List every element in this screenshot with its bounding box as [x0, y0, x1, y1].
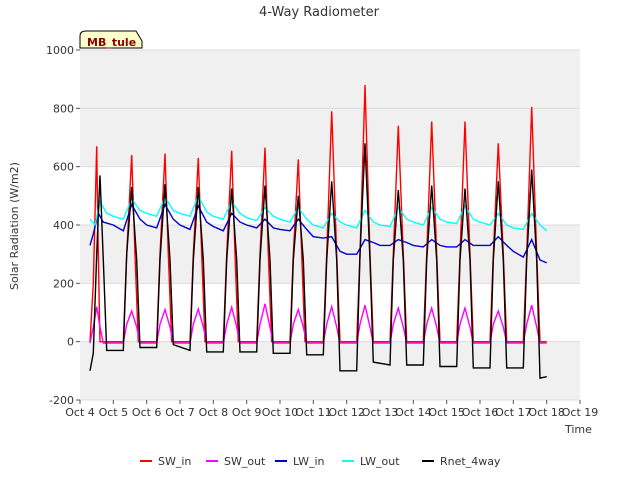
y-tick-label: 0 — [67, 336, 74, 349]
series-line-LW_in — [89, 202, 547, 264]
y-axis-label: Solar Radiation (W/m2) — [8, 162, 21, 290]
x-tick-label: Oct 17 — [495, 406, 532, 419]
x-tick-label: Oct 5 — [99, 406, 129, 419]
x-tick-label: Oct 18 — [528, 406, 565, 419]
grid-band — [80, 50, 580, 109]
x-tick-label: Oct 7 — [165, 406, 195, 419]
chart-title: 4-Way Radiometer — [259, 5, 380, 20]
x-tick-label: Oct 12 — [328, 406, 365, 419]
grid — [80, 49, 580, 401]
x-tick-label: Oct 13 — [362, 406, 399, 419]
y-tick-label: 600 — [53, 161, 74, 174]
legend-label-LW_in: LW_in — [293, 455, 325, 468]
grid-band — [80, 225, 580, 284]
y-tick-label: -200 — [49, 394, 74, 407]
series-line-Rnet_4way — [89, 143, 547, 379]
badge-label: MB_tule — [87, 36, 136, 49]
x-tick-label: Oct 6 — [132, 406, 162, 419]
station-badge: MB_tule — [79, 30, 143, 49]
series-line-LW_out — [89, 194, 548, 232]
legend: SW_in SW_out LW_in LW_out Rnet_4way — [140, 455, 501, 468]
x-tick-label: Oct 15 — [428, 406, 465, 419]
y-tick-label: 200 — [53, 277, 74, 290]
x-tick-label: Oct 14 — [395, 406, 432, 419]
y-tick-label: 1000 — [46, 44, 74, 57]
x-tick-label: Oct 10 — [262, 406, 299, 419]
x-tick-label: Oct 8 — [199, 406, 229, 419]
legend-label-SW_out: SW_out — [224, 455, 266, 468]
y-tick-label: 800 — [53, 102, 74, 115]
y-tick-label: 400 — [53, 219, 74, 232]
x-tick-label: Oct 16 — [462, 406, 499, 419]
x-tick-label: Oct 19 — [562, 406, 599, 419]
legend-label-Rnet_4way: Rnet_4way — [440, 455, 501, 468]
legend-label-LW_out: LW_out — [360, 455, 400, 468]
x-tick-label: Oct 9 — [232, 406, 262, 419]
badge-shape — [79, 30, 143, 49]
grid-band — [80, 341, 580, 400]
x-axis-label: Time — [564, 423, 592, 436]
x-tick-label: Oct 11 — [295, 406, 332, 419]
legend-label-SW_in: SW_in — [158, 455, 191, 468]
series-lines — [89, 84, 548, 379]
x-tick-label: Oct 4 — [65, 406, 95, 419]
